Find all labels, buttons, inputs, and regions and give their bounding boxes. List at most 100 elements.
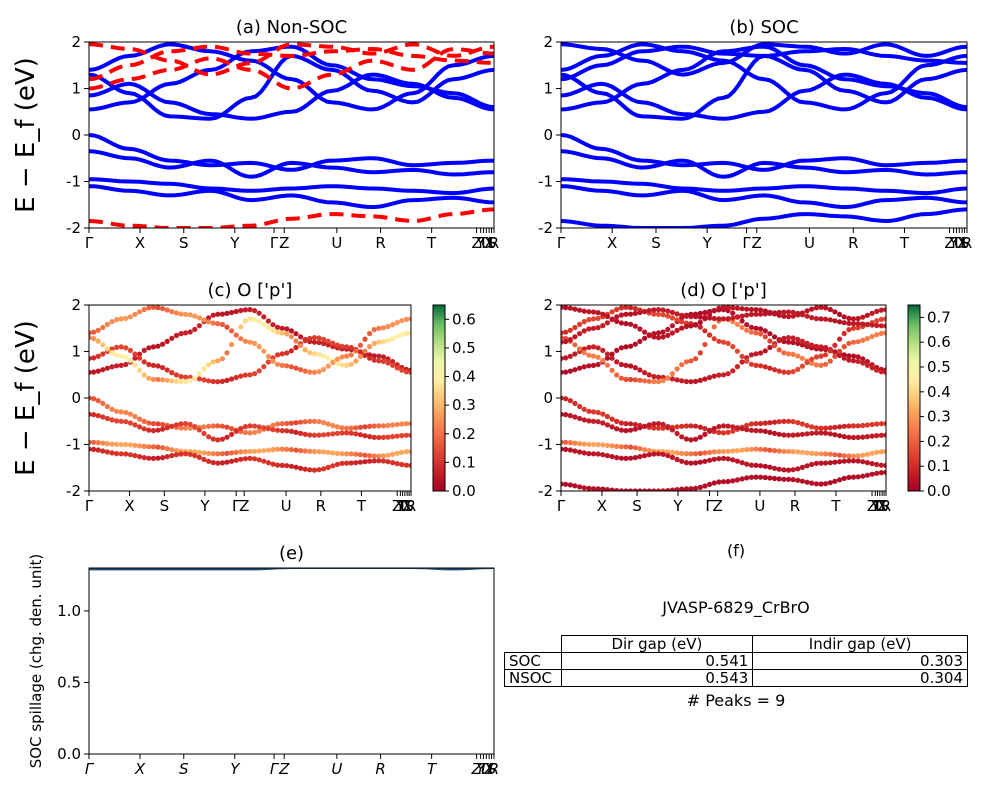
band-point	[646, 448, 652, 454]
band-point	[311, 369, 317, 375]
band-point	[716, 479, 722, 485]
y-tick-label: -1	[66, 436, 81, 454]
band-point	[707, 481, 713, 487]
band-point	[776, 312, 782, 318]
colorbar-tick-label: 0.6	[452, 310, 476, 328]
x-tick-label: S	[487, 234, 497, 252]
band-point	[795, 353, 801, 359]
band-point	[325, 431, 331, 437]
band-point	[730, 428, 736, 434]
table-row: SOC 0.541 0.303	[504, 652, 968, 670]
band-point	[772, 334, 778, 340]
band-point	[160, 341, 166, 347]
band-point	[669, 371, 676, 377]
x-tick-label: U	[804, 234, 815, 252]
band-point	[632, 377, 638, 383]
band-point	[855, 354, 861, 360]
band-point	[376, 434, 382, 441]
band-point	[781, 335, 787, 341]
band-point	[210, 378, 216, 385]
band-point	[89, 335, 92, 341]
band-point	[618, 427, 625, 433]
band-point	[665, 488, 671, 491]
band-point	[697, 324, 703, 330]
band-point	[748, 324, 755, 330]
band-point	[339, 451, 345, 457]
band-point	[883, 316, 886, 322]
band-point	[316, 335, 322, 341]
x-tick-label: X	[484, 234, 494, 252]
band-point	[878, 470, 885, 476]
band-point	[874, 308, 880, 314]
band-point	[590, 451, 597, 457]
band-point	[679, 434, 685, 440]
band-point	[832, 452, 838, 458]
band-point	[233, 449, 239, 455]
band-point	[785, 351, 792, 357]
band-point	[864, 321, 871, 328]
band-point	[841, 344, 847, 350]
band-point	[837, 348, 843, 354]
band-point	[832, 353, 838, 359]
band-line	[561, 44, 967, 82]
band-point	[614, 314, 620, 320]
band-point	[316, 351, 322, 357]
band-point	[302, 338, 308, 344]
band-point	[855, 423, 861, 429]
band-point	[408, 316, 411, 322]
table-cell: 0.304	[752, 669, 968, 687]
y-tick-label: 0	[71, 389, 81, 407]
band-point	[609, 355, 615, 361]
band-point	[288, 428, 294, 434]
band-point	[651, 307, 657, 313]
band-point	[376, 358, 382, 364]
band-point	[832, 349, 838, 355]
band-point	[850, 316, 857, 322]
band-point	[270, 427, 276, 433]
band-point	[804, 463, 810, 469]
band-point	[334, 356, 340, 362]
band-point	[215, 460, 221, 466]
band-point	[874, 433, 880, 439]
band-point	[330, 340, 336, 346]
band-point	[247, 372, 253, 378]
band-point	[707, 449, 713, 455]
band-point	[284, 326, 290, 332]
band-point	[855, 321, 861, 327]
band-point	[864, 460, 871, 466]
band-point	[855, 339, 861, 345]
x-tick-label: X	[124, 497, 134, 515]
band-point	[123, 451, 129, 457]
band-point	[118, 451, 124, 457]
band-point	[739, 324, 745, 331]
band-point	[762, 447, 768, 453]
band-point	[785, 335, 792, 341]
band-point	[293, 331, 299, 337]
band-point	[561, 335, 564, 341]
band-point	[155, 421, 161, 427]
band-point	[348, 460, 354, 466]
band-point	[753, 330, 759, 336]
band-point	[809, 450, 815, 456]
band-point	[229, 341, 235, 348]
band-point	[210, 423, 216, 429]
band-point	[837, 336, 843, 342]
band-point	[114, 408, 120, 414]
table-header: Indir gap (eV)	[752, 635, 968, 653]
band-point	[846, 327, 852, 333]
band-point	[697, 350, 703, 356]
band-line	[561, 177, 967, 196]
band-point	[132, 442, 138, 448]
band-point	[618, 345, 625, 351]
table-cell: 0.543	[560, 669, 754, 687]
band-point	[730, 457, 736, 463]
band-point	[837, 352, 843, 358]
band-point	[206, 458, 212, 464]
band-point	[201, 317, 207, 323]
band-point	[284, 331, 290, 337]
band-point	[104, 365, 110, 371]
band-point	[799, 363, 806, 369]
band-point	[247, 430, 253, 436]
band-point	[572, 414, 578, 420]
y-axis-label: E − E_f (eV)	[11, 320, 41, 476]
